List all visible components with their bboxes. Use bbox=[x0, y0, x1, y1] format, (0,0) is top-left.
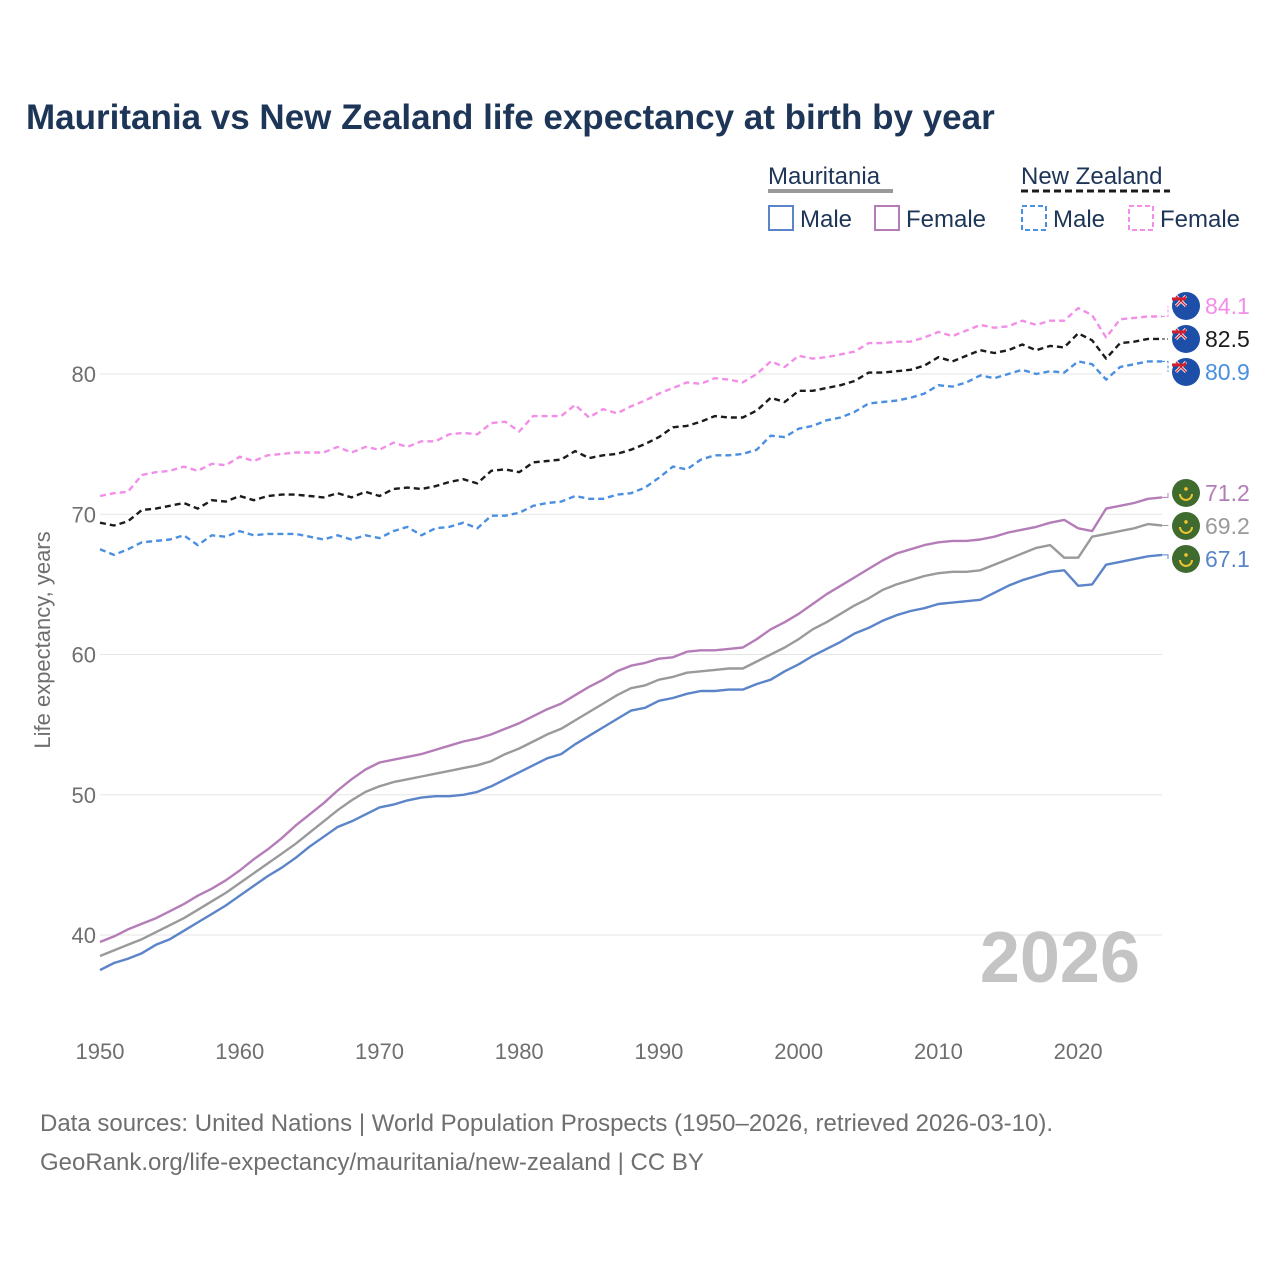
end-connector bbox=[1162, 360, 1169, 372]
crescent-icon bbox=[1179, 493, 1193, 501]
legend-swatch-mauritania-male bbox=[768, 205, 794, 231]
series-line-new-zealand-both-sexes bbox=[99, 332, 1162, 527]
x-tick-label: 1960 bbox=[215, 1039, 264, 1064]
end-value-label-new-zealand: 84.1 bbox=[1205, 293, 1250, 319]
crescent-icon bbox=[1179, 559, 1193, 567]
end-value-label-new-zealand: 80.9 bbox=[1205, 359, 1250, 385]
legend-group-new-zealand: New Zealand bbox=[1021, 163, 1162, 190]
y-tick-label: 40 bbox=[72, 923, 96, 948]
end-value-label-mauritania: 69.2 bbox=[1205, 513, 1250, 539]
source-line-1: Data sources: United Nations | World Pop… bbox=[40, 1110, 1053, 1137]
crescent-icon bbox=[1179, 526, 1193, 534]
end-markers: 71.2 69.2 67.1 84.1 82.5 80.9 bbox=[1162, 291, 1250, 573]
flag-bar-icon bbox=[1172, 330, 1186, 334]
x-tick-label: 1950 bbox=[76, 1039, 125, 1064]
legend-swatch-mauritania-female bbox=[874, 205, 900, 231]
x-tick-label: 1990 bbox=[634, 1039, 683, 1064]
y-tick-label: 80 bbox=[72, 362, 96, 387]
end-connector bbox=[1162, 554, 1169, 559]
x-tick-label: 2010 bbox=[914, 1039, 963, 1064]
flag-bar-icon bbox=[1172, 297, 1186, 301]
mauritania-flag-icon bbox=[1172, 511, 1200, 540]
legend-label-new-zealand-male: Male bbox=[1053, 206, 1105, 233]
star-icon bbox=[1184, 520, 1188, 524]
x-tick-label: 1970 bbox=[355, 1039, 404, 1064]
end-value-label-mauritania: 67.1 bbox=[1205, 546, 1250, 572]
legend: Mauritania New Zealand Male Female Male … bbox=[768, 163, 1240, 233]
y-tick-label: 60 bbox=[72, 643, 96, 668]
y-axis-ticks: 40 50 60 70 80 bbox=[72, 362, 96, 948]
y-tick-label: 50 bbox=[72, 783, 96, 808]
star-icon bbox=[1184, 553, 1188, 557]
end-connector bbox=[1162, 492, 1169, 498]
legend-group-mauritania: Mauritania bbox=[768, 163, 881, 190]
legend-label-mauritania-female: Female bbox=[906, 206, 986, 233]
mauritania-flag-icon bbox=[1172, 478, 1200, 507]
series-line-mauritania-both-sexes bbox=[99, 522, 1163, 958]
legend-swatch-new-zealand-male bbox=[1021, 205, 1047, 231]
series-line-mauritania-male bbox=[99, 553, 1163, 972]
star-icon bbox=[1184, 487, 1188, 491]
x-tick-label: 1980 bbox=[495, 1039, 544, 1064]
series-line-mauritania-female bbox=[99, 496, 1163, 944]
chart-title: Mauritania vs New Zealand life expectanc… bbox=[26, 98, 995, 137]
flag-bar-icon bbox=[1172, 363, 1186, 367]
y-axis-label: Life expectancy, years bbox=[30, 531, 55, 748]
source-line-2: GeoRank.org/life-expectancy/mauritania/n… bbox=[40, 1149, 704, 1176]
year-watermark: 2026 bbox=[980, 918, 1140, 998]
x-axis-ticks: 1950 1960 1970 1980 1990 2000 2010 2020 bbox=[76, 1039, 1103, 1064]
x-tick-label: 2020 bbox=[1054, 1039, 1103, 1064]
series-line-new-zealand-male bbox=[99, 360, 1162, 557]
legend-swatch-new-zealand-female bbox=[1128, 205, 1154, 231]
y-tick-label: 70 bbox=[72, 502, 96, 527]
series-line-new-zealand-female bbox=[99, 306, 1162, 498]
end-value-label-mauritania: 71.2 bbox=[1205, 480, 1250, 506]
grid bbox=[100, 373, 1162, 936]
series-lines bbox=[99, 306, 1163, 972]
end-value-label-new-zealand: 82.5 bbox=[1205, 326, 1250, 352]
legend-label-mauritania-male: Male bbox=[800, 206, 852, 233]
mauritania-flag-icon bbox=[1172, 544, 1200, 573]
x-tick-label: 2000 bbox=[774, 1039, 823, 1064]
legend-label-new-zealand-female: Female bbox=[1160, 206, 1240, 233]
end-connector bbox=[1162, 305, 1169, 317]
